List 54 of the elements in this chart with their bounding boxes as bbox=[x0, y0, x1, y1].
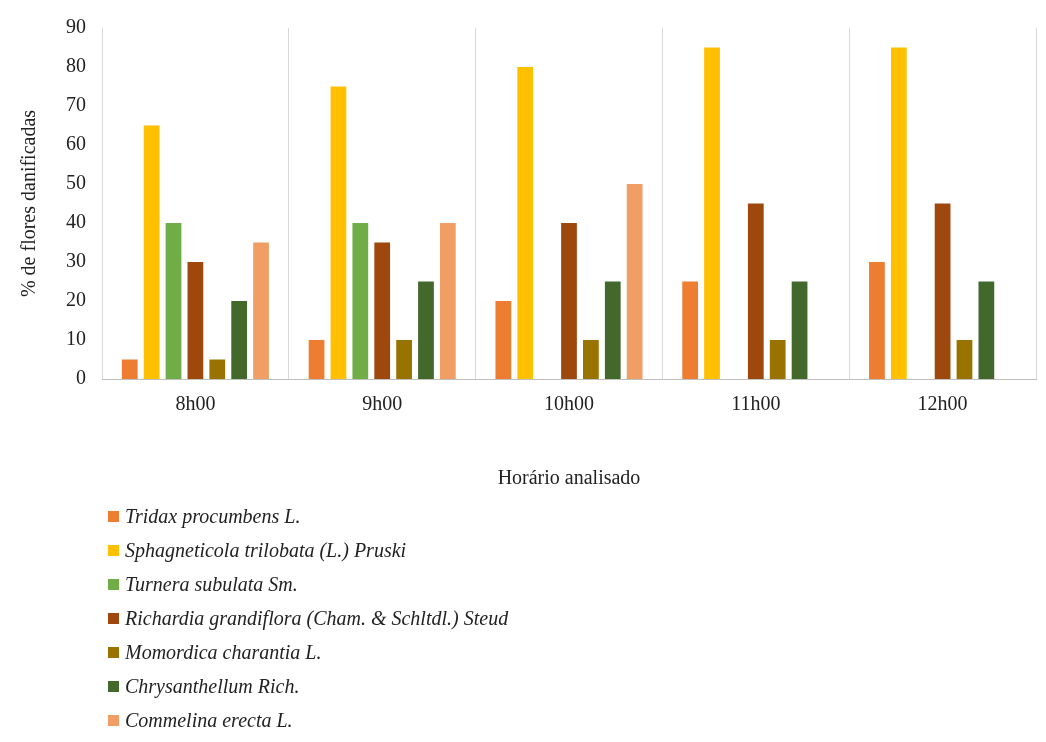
x-tick-label: 9h00 bbox=[362, 392, 403, 415]
bar bbox=[439, 223, 456, 379]
x-tick-label: 12h00 bbox=[917, 392, 968, 415]
bar bbox=[704, 47, 720, 379]
x-tick-label: 8h00 bbox=[175, 392, 216, 415]
bar bbox=[231, 301, 248, 379]
y-tick-label: 40 bbox=[66, 210, 86, 233]
y-tick-label: 0 bbox=[76, 366, 86, 389]
bar bbox=[352, 223, 369, 379]
x-axis-title: Horário analisado bbox=[497, 466, 641, 489]
bar bbox=[330, 86, 347, 379]
y-tick-label: 20 bbox=[66, 288, 86, 311]
legend-label: Richardia grandiflora (Cham. & Schltdl.) Steud bbox=[125, 606, 509, 630]
bar bbox=[769, 340, 786, 379]
bar bbox=[583, 340, 599, 379]
legend-label: Chrysanthellum Rich. bbox=[125, 674, 300, 698]
bar bbox=[934, 203, 951, 379]
y-tick-label: 70 bbox=[66, 93, 86, 116]
bar bbox=[956, 340, 973, 379]
bar bbox=[517, 67, 534, 379]
bar bbox=[165, 223, 182, 379]
bar bbox=[890, 47, 907, 379]
bar bbox=[143, 125, 160, 379]
legend-label: Momordica charantia L. bbox=[125, 640, 322, 664]
bar bbox=[561, 223, 577, 379]
y-tick-label: 90 bbox=[66, 15, 86, 38]
bar bbox=[682, 281, 699, 379]
y-axis-title: % de flores danificadas bbox=[17, 109, 40, 298]
legend-label: Tridax procumbens L. bbox=[125, 504, 301, 528]
bar bbox=[604, 281, 621, 379]
legend-label: Commelina erecta L. bbox=[125, 708, 293, 732]
y-tick-label: 10 bbox=[66, 327, 86, 350]
bar bbox=[374, 242, 391, 379]
bar bbox=[418, 281, 434, 379]
bar bbox=[209, 359, 226, 379]
legend-label: Turnera subulata Sm. bbox=[125, 572, 298, 596]
bar bbox=[978, 281, 995, 379]
bar bbox=[253, 242, 269, 379]
legend-label: Sphagneticola trilobata (L.) Pruski bbox=[125, 538, 407, 562]
bar bbox=[791, 281, 808, 379]
bar bbox=[869, 262, 885, 379]
bar bbox=[396, 340, 412, 379]
y-tick-label: 30 bbox=[66, 249, 86, 272]
bar bbox=[626, 184, 643, 379]
bar bbox=[495, 301, 512, 379]
x-tick-label: 11h00 bbox=[731, 392, 781, 415]
bar bbox=[187, 262, 204, 379]
y-tick-label: 80 bbox=[66, 54, 86, 77]
x-tick-label: 10h00 bbox=[544, 392, 594, 415]
bar bbox=[308, 340, 325, 379]
bar bbox=[747, 203, 764, 379]
y-tick-label: 50 bbox=[66, 171, 86, 194]
bar bbox=[121, 359, 138, 379]
y-tick-label: 60 bbox=[66, 132, 86, 155]
